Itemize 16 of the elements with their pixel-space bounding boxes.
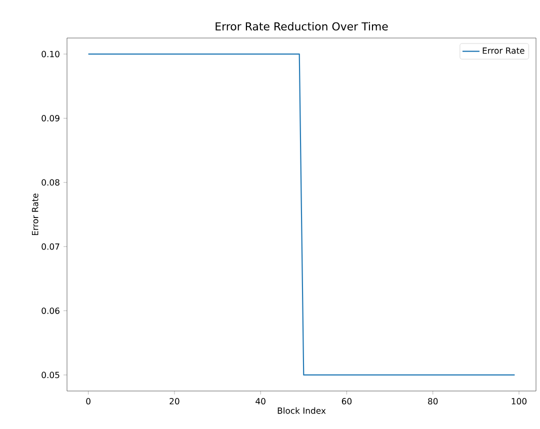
x-tick-label: 20 <box>170 398 180 404</box>
y-tick-label: 0.08 <box>42 179 60 186</box>
y-tick-label: 0.06 <box>42 308 60 314</box>
x-tick-label: 60 <box>342 398 352 404</box>
y-tick-label: 0.10 <box>42 50 60 58</box>
x-tick-label: 80 <box>428 398 438 404</box>
x-axis-title: Block Index <box>278 407 326 414</box>
x-tick-label: 100 <box>512 398 527 404</box>
y-tick-label: 0.09 <box>42 115 60 122</box>
y-tick-label: 0.07 <box>42 243 60 250</box>
x-tick-label: 0 <box>86 398 90 404</box>
chart-title: Error Rate Reduction Over Time <box>216 22 388 31</box>
y-axis-title: Error Rate <box>32 194 38 236</box>
legend-label: Error Rate <box>482 47 524 54</box>
x-tick-label: 40 <box>256 398 266 404</box>
y-tick-label: 0.05 <box>42 372 60 378</box>
